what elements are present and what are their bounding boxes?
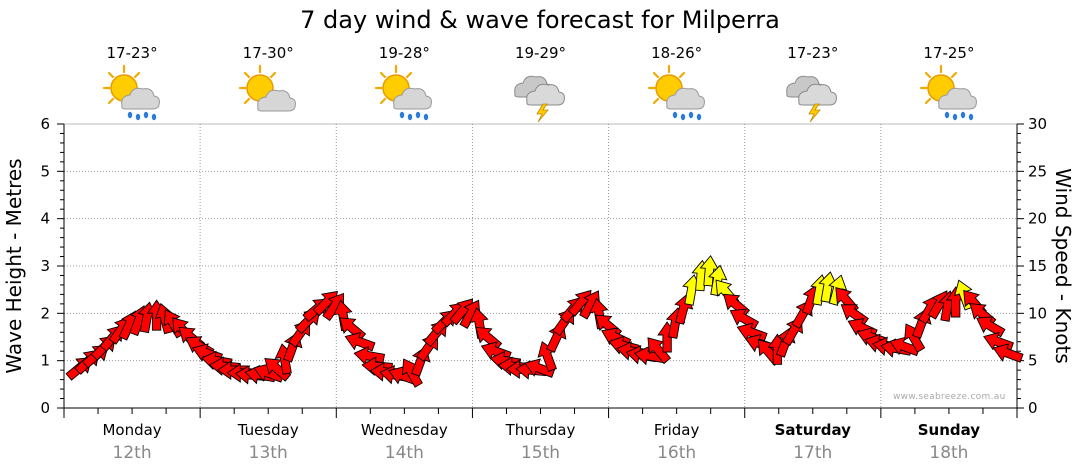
watermark: www.seabreeze.com.au [893, 392, 1006, 402]
day-date: 15th [520, 443, 561, 463]
day-name: Thursday [505, 421, 576, 439]
wind-arrow [344, 331, 376, 352]
wind-arrow [818, 271, 838, 303]
day-name: Sunday [917, 421, 981, 439]
wind-arrow [353, 345, 386, 366]
y-left-tick-label: 5 [40, 162, 50, 180]
sun-cloud-rain-icon [645, 64, 709, 124]
y-right-tick-label: 5 [1028, 352, 1038, 370]
day-name: Friday [653, 421, 700, 439]
day-temp-range: 17-23° [106, 44, 158, 62]
day-temp-range: 19-29° [514, 44, 567, 62]
y-right-tick-label: 15 [1028, 257, 1047, 275]
sun-cloud-icon [236, 64, 300, 124]
wind-arrow [992, 343, 1024, 363]
day-date: 14th [384, 443, 424, 463]
y-left-tick-label: 2 [40, 304, 50, 322]
day-temp-range: 19-28° [378, 44, 430, 62]
chart-title: 7 day wind & wave forecast for Milperra [300, 6, 780, 34]
y-left-tick-label: 3 [40, 257, 50, 275]
y-right-tick-label: 10 [1028, 304, 1047, 322]
day-date: 18th [929, 443, 969, 463]
day-name: Monday [102, 421, 162, 439]
wind-arrows [65, 254, 1024, 388]
y-axis-left-label: Wave Height - Metres [2, 158, 26, 374]
day-temp-range: 17-25° [923, 44, 975, 62]
storm-cloud-icon [781, 64, 845, 124]
day-date: 16th [657, 443, 697, 463]
y-left-tick-label: 6 [40, 115, 50, 133]
y-left-tick-label: 0 [40, 399, 50, 417]
wind-arrow [976, 316, 1006, 338]
day-temp-range: 17-23° [787, 44, 839, 62]
sun-cloud-rain-icon [100, 64, 164, 124]
wind-arrow [579, 290, 601, 320]
sun-cloud-rain-icon [917, 64, 981, 124]
wind-arrow [459, 299, 481, 330]
day-temp-range: 18-26° [651, 44, 703, 62]
y-right-tick-label: 30 [1028, 115, 1047, 133]
sun-cloud-rain-icon [372, 64, 436, 124]
y-right-tick-label: 25 [1028, 162, 1047, 180]
y-axis-right-label: Wind Speed - Knots [1051, 168, 1075, 364]
wind-arrow [647, 337, 672, 365]
day-name: Wednesday [360, 421, 448, 439]
day-date: 17th [793, 443, 833, 463]
day-name: Saturday [774, 421, 851, 439]
day-temp-range: 17-30° [242, 44, 294, 62]
day-date: 12th [112, 443, 152, 463]
day-name: Tuesday [237, 421, 299, 439]
y-left-tick-label: 4 [40, 210, 50, 228]
wind-arrow [322, 292, 344, 322]
storm-cloud-icon [509, 64, 573, 124]
y-right-tick-label: 20 [1028, 210, 1047, 228]
y-right-tick-label: 0 [1028, 399, 1038, 417]
day-date: 13th [248, 443, 288, 463]
y-left-tick-label: 1 [40, 352, 50, 370]
